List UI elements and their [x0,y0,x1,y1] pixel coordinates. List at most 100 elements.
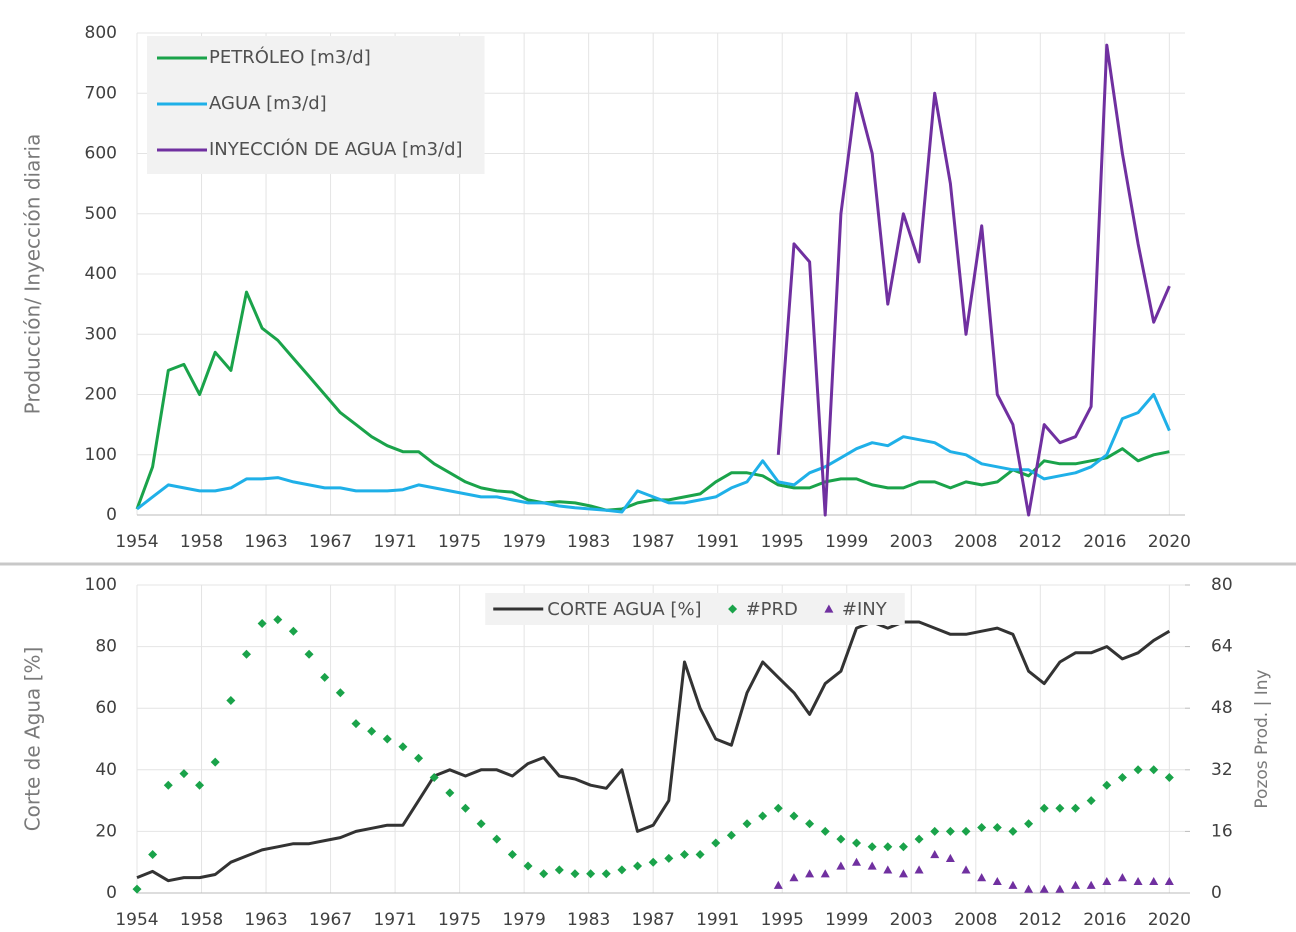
x-tick-label: 1975 [438,910,481,930]
legend-label: CORTE AGUA [%] [547,599,701,620]
marker [1102,780,1112,790]
marker [664,853,674,863]
y2-tick-label: 16 [1211,821,1233,841]
marker [351,719,361,729]
marker [241,649,251,659]
y2-tick-label: 32 [1211,760,1233,780]
marker [304,649,314,659]
y-tick-label: 700 [85,83,117,103]
marker [820,826,830,836]
x-tick-label: 1975 [438,532,481,552]
marker [476,819,486,829]
marker [1008,826,1018,836]
x-tick-label: 1979 [503,910,546,930]
marker [883,865,893,874]
marker [726,830,736,840]
legend-box [485,593,905,625]
x-tick-label: 1958 [180,910,223,930]
marker [1071,880,1081,889]
y2-tick-label: 80 [1211,575,1233,595]
x-tick-label: 2016 [1083,532,1126,552]
y-tick-label: 40 [95,760,117,780]
x-tick-label: 1971 [373,910,416,930]
marker [805,869,815,878]
y2-tick-label: 64 [1211,637,1233,657]
marker [398,742,408,752]
marker [1133,765,1143,775]
legend-label: INYECCIÓN DE AGUA [m3/d] [209,138,463,160]
marker [1071,803,1081,813]
x-tick-label: 1967 [309,910,352,930]
marker [648,857,658,867]
marker [554,865,564,875]
marker [601,869,611,879]
marker [1055,803,1065,813]
marker [507,850,517,859]
x-tick-label: 1983 [567,910,610,930]
marker [773,880,783,889]
marker [820,869,830,878]
marker [148,850,158,859]
marker [1117,873,1127,882]
marker [836,834,846,844]
series-line [776,43,1171,517]
marker [1149,876,1159,886]
marker [1133,876,1143,886]
x-tick-label: 1971 [373,532,416,552]
marker [1024,819,1034,829]
marker [460,803,470,813]
marker [961,826,971,836]
marker [586,869,596,879]
marker [1102,876,1112,886]
x-tick-label: 1995 [761,910,804,930]
marker [570,869,580,879]
marker [367,726,377,736]
x-tick-label: 2003 [890,532,933,552]
marker [758,811,768,821]
legend-swatch [728,604,738,614]
y-tick-label: 200 [85,385,117,405]
marker [1149,765,1159,775]
series-line [136,620,1171,883]
legend-label: PETRÓLEO [m3/d] [209,46,371,68]
marker [1024,884,1034,893]
marker [898,869,908,878]
x-tick-label: 2020 [1148,910,1191,930]
y-tick-label: 0 [106,883,117,903]
marker [523,861,533,871]
marker [961,865,971,874]
x-tick-label: 1987 [632,910,675,930]
x-tick-label: 1995 [761,532,804,552]
x-tick-label: 2003 [890,910,933,930]
marker [179,769,189,779]
marker [539,869,549,879]
series-line [136,393,1171,514]
y-tick-label: 500 [85,204,117,224]
legend-label: #PRD [746,599,798,620]
legend: CORTE AGUA [%] #PRD #INY [485,593,905,625]
marker [492,834,502,844]
legend-label: AGUA [m3/d] [209,93,327,114]
marker [789,811,799,821]
marker [977,873,987,882]
y-tick-label: 60 [95,698,117,718]
marker [711,838,721,848]
x-tick-label: 1954 [115,910,158,930]
x-tick-label: 1999 [825,532,868,552]
marker [163,780,173,790]
marker [1039,884,1049,893]
y2-tick-label: 0 [1211,883,1222,903]
x-tick-label: 2012 [1019,910,1062,930]
x-tick-label: 1991 [696,910,739,930]
x-tick-label: 2016 [1083,910,1126,930]
x-tick-label: 1963 [244,910,287,930]
x-tick-label: 1958 [180,532,223,552]
y-axis-title: Producción/ Inyección diaria [21,134,45,415]
y-tick-label: 800 [85,23,117,43]
marker [914,834,924,844]
y-axis-title: Corte de Agua [%] [21,647,45,832]
x-tick-label: 2020 [1148,532,1191,552]
x-tick-label: 2008 [954,532,997,552]
marker [914,865,924,874]
marker [210,757,220,767]
